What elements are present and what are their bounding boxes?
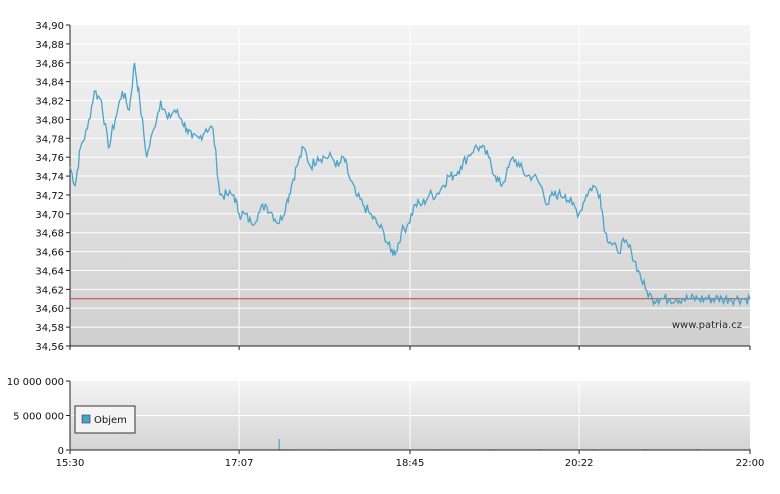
x-tick-label: 15:30	[56, 458, 85, 469]
price-y-tick-label: 34,84	[35, 78, 64, 89]
price-y-tick-label: 34,80	[35, 115, 64, 126]
price-y-tick-label: 34,86	[35, 59, 64, 70]
legend-label: Objem	[94, 415, 127, 426]
price-y-tick-label: 34,90	[35, 21, 64, 32]
volume-y-tick-label: 0	[58, 446, 64, 457]
price-x-ticks	[69, 346, 751, 350]
volume-x-axis-labels: 15:30 17:07 18:45 20:22 22:00	[56, 450, 765, 469]
x-tick-label: 20:22	[565, 458, 594, 469]
volume-grid	[70, 381, 750, 450]
price-y-tick-label: 34,68	[35, 229, 64, 240]
price-y-tick-label: 34,62	[35, 285, 64, 296]
x-tick-label: 18:45	[396, 458, 425, 469]
price-y-axis: 34,90 34,88 34,86 34,84 34,82 34,80 34,78 34,76…	[35, 21, 71, 353]
legend: Objem	[74, 405, 136, 434]
volume-y-tick-label: 5 000 000	[13, 412, 64, 423]
price-y-tick-label: 34,70	[35, 210, 64, 221]
price-y-tick-label: 34,64	[35, 266, 64, 277]
volume-bar	[749, 448, 751, 450]
price-series-line	[69, 62, 751, 307]
x-tick-label: 22:00	[736, 458, 765, 469]
volume-bar	[278, 439, 280, 450]
price-y-tick-label: 34,66	[35, 248, 64, 259]
volume-y-tick-label: 10 000 000	[7, 377, 64, 388]
price-y-tick-label: 34,60	[35, 304, 64, 315]
watermark: www.patria.cz	[672, 320, 742, 331]
volume-y-axis: 10 000 000 5 000 000 0	[7, 377, 71, 457]
price-y-tick-label: 34,82	[35, 97, 64, 108]
price-y-tick-label: 34,88	[35, 40, 64, 51]
price-y-tick-label: 34,58	[35, 323, 64, 334]
x-tick-label: 17:07	[225, 458, 254, 469]
price-y-tick-label: 34,74	[35, 172, 64, 183]
volume-bar	[697, 448, 699, 450]
price-y-tick-label: 34,72	[35, 191, 64, 202]
price-y-tick-label: 34,76	[35, 153, 64, 164]
price-y-tick-label: 34,56	[35, 342, 64, 353]
price-grid	[70, 25, 750, 346]
price-y-tick-label: 34,78	[35, 134, 64, 145]
legend-swatch	[81, 414, 91, 424]
